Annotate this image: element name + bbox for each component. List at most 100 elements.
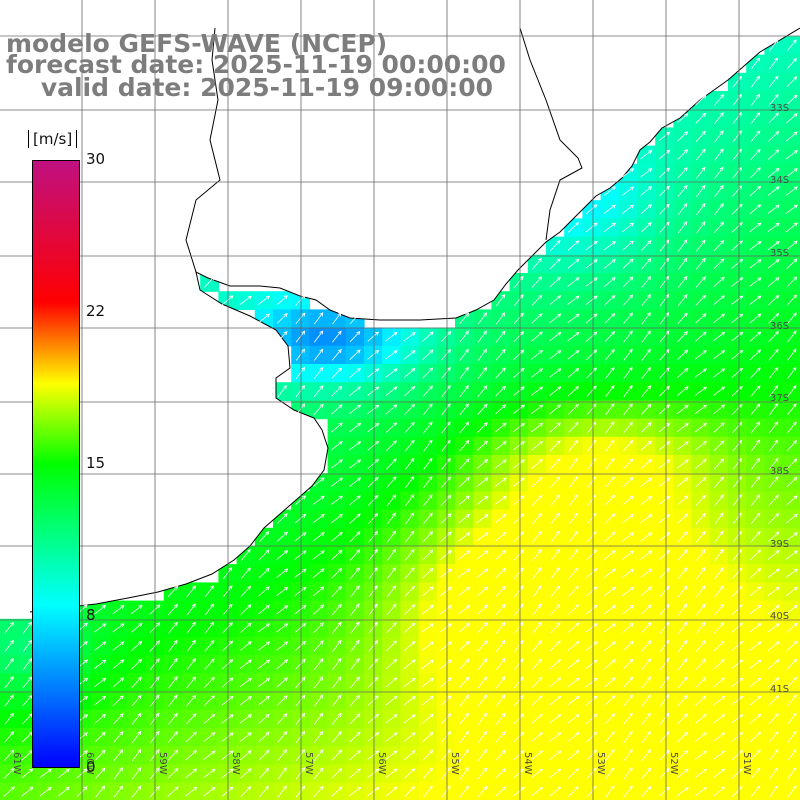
wind-arrow-head <box>447 494 452 499</box>
wind-arrow-head <box>392 494 397 499</box>
wind-arrow-shaft <box>368 640 378 652</box>
wind-arrow-shaft <box>350 658 360 671</box>
wind-arrow-shaft <box>767 586 780 597</box>
wind-arrow-head <box>646 712 651 717</box>
field-cell <box>746 618 765 638</box>
wind-arrow-head <box>739 313 744 318</box>
field-cell <box>491 327 511 347</box>
wind-arrow-head <box>648 149 653 154</box>
wind-arrow-shaft <box>513 294 524 306</box>
wind-arrow-shaft <box>531 459 543 470</box>
wind-arrow-head <box>464 730 469 736</box>
wind-arrow-shaft <box>476 440 488 451</box>
field-cell <box>746 600 765 620</box>
wind-arrow-head <box>356 495 361 500</box>
field-cell <box>327 746 347 765</box>
wind-arrow-shaft <box>295 330 305 343</box>
wind-arrow-shaft <box>368 549 378 561</box>
wind-arrow-shaft <box>440 695 452 706</box>
field-cell <box>345 764 365 784</box>
wind-arrow-head <box>173 658 178 663</box>
wind-arrow-shaft <box>277 731 288 743</box>
wind-arrow-shaft <box>731 350 743 360</box>
wind-arrow-head <box>484 477 489 482</box>
wind-arrow-shaft <box>240 641 252 651</box>
field-cell <box>655 618 674 638</box>
wind-arrow-head <box>465 439 470 445</box>
wind-arrow-shaft <box>768 785 779 798</box>
wind-arrow-head <box>684 404 689 409</box>
wind-arrow-shaft <box>695 714 707 724</box>
wind-arrow-head <box>284 604 289 609</box>
wind-arrow-shaft <box>786 76 797 88</box>
wind-arrow-head <box>410 549 415 554</box>
field-cell <box>709 728 729 747</box>
field-cell <box>327 345 347 365</box>
wind-arrow-head <box>464 366 469 371</box>
wind-arrow-shaft <box>731 714 743 724</box>
wind-arrow-head <box>102 695 107 700</box>
wind-arrow-shaft <box>422 513 433 525</box>
field-cell <box>618 527 638 547</box>
wind-arrow-shaft <box>4 731 14 743</box>
field-cell <box>345 455 365 474</box>
field-cell <box>564 509 583 529</box>
field-cell <box>728 600 747 620</box>
wind-arrow-head <box>10 749 15 754</box>
wind-arrow-head <box>738 421 743 426</box>
wind-arrow-head <box>447 513 452 518</box>
field-cell <box>509 309 529 329</box>
wind-arrow-head <box>538 695 543 700</box>
field-cell <box>673 618 693 638</box>
wind-arrow-shaft <box>459 385 469 398</box>
wind-arrow-shaft <box>713 295 725 306</box>
field-cell <box>309 618 329 638</box>
wind-arrow-head <box>247 659 252 664</box>
wind-arrow-head <box>265 749 270 754</box>
wind-arrow-shaft <box>659 312 669 325</box>
field-cell <box>364 418 383 438</box>
field-cell <box>364 655 383 674</box>
wind-arrow-head <box>666 477 671 482</box>
wind-arrow-shaft <box>331 367 342 379</box>
wind-arrow-head <box>319 366 324 372</box>
field-cell <box>527 709 547 729</box>
field-cell <box>746 400 765 420</box>
wind-arrow-head <box>757 568 762 573</box>
field-cell <box>691 673 711 693</box>
field-cell <box>691 127 711 147</box>
wind-arrow-head <box>356 513 361 518</box>
wind-arrow-shaft <box>586 531 597 543</box>
field-cell <box>691 309 711 329</box>
wind-arrow-head <box>756 130 761 135</box>
wind-arrow-head <box>574 403 579 409</box>
wind-arrow-shaft <box>604 458 615 470</box>
field-cell <box>673 273 693 292</box>
wind-arrow-shaft <box>441 403 451 416</box>
wind-arrow-shaft <box>604 277 616 287</box>
wind-arrow-shaft <box>623 713 633 725</box>
wind-arrow-shaft <box>276 623 288 633</box>
wind-arrow-head <box>501 294 506 299</box>
wind-arrow-shaft <box>39 768 52 779</box>
wind-arrow-head <box>428 512 433 517</box>
wind-arrow-shaft <box>768 531 779 542</box>
wind-arrow-shaft <box>459 312 469 325</box>
wind-arrow-head <box>484 495 489 500</box>
wind-arrow-shaft <box>404 586 415 597</box>
wind-arrow-shaft <box>168 676 178 689</box>
wind-arrow-shaft <box>585 331 598 342</box>
wind-arrow-shaft <box>568 404 579 415</box>
wind-arrow-shaft <box>786 39 797 52</box>
wind-arrow-head <box>774 695 780 700</box>
field-cell <box>455 546 474 565</box>
wind-arrow-head <box>447 348 452 354</box>
wind-arrow-head <box>302 604 307 609</box>
field-cell <box>618 364 638 383</box>
field-cell <box>182 746 201 765</box>
wind-arrow-shaft <box>750 440 760 452</box>
wind-arrow-shaft <box>459 403 469 416</box>
field-cell <box>691 273 711 292</box>
wind-arrow-head <box>575 258 580 263</box>
wind-arrow-head <box>83 622 88 627</box>
